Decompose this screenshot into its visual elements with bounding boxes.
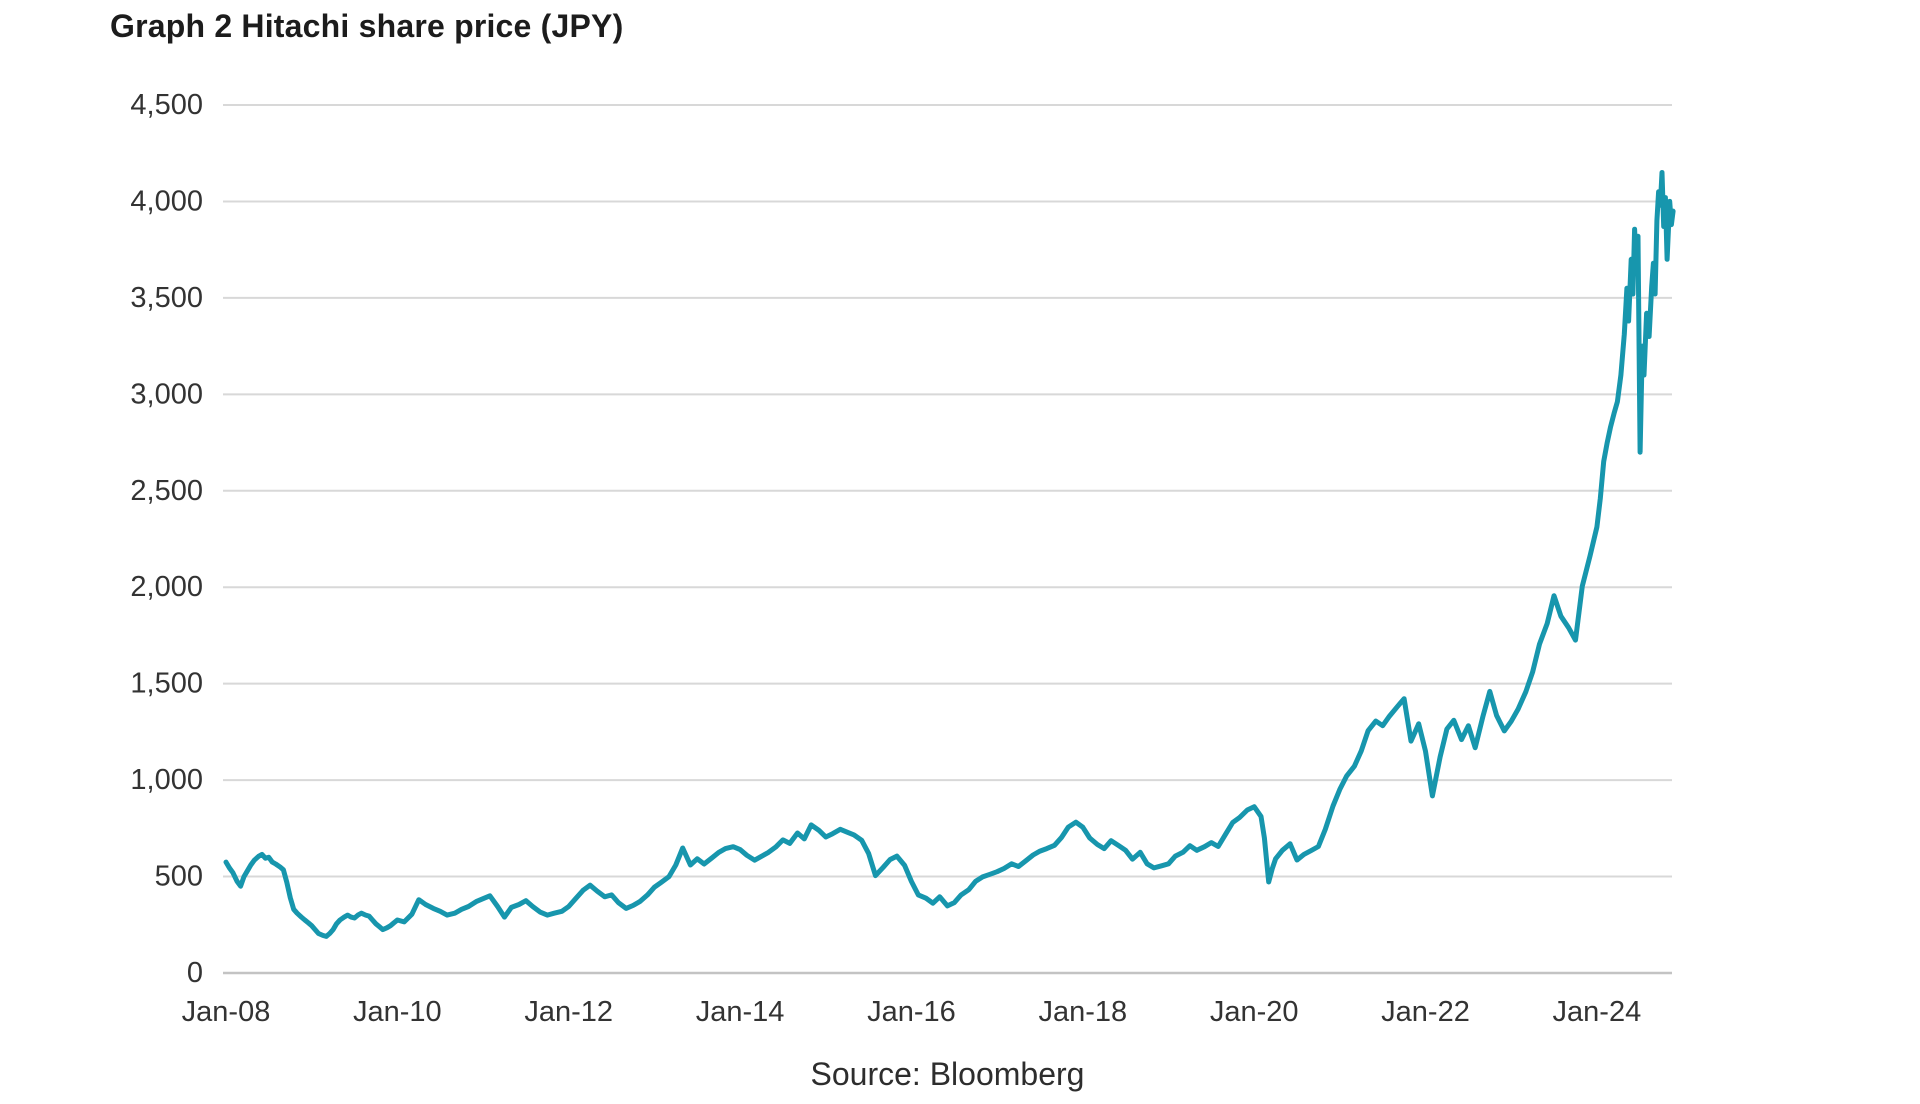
- y-tick-label: 1,000: [130, 764, 203, 796]
- y-tick-label: 3,500: [130, 282, 203, 314]
- x-tick-label: Jan-20: [1210, 996, 1299, 1028]
- x-tick-label: Jan-18: [1038, 996, 1127, 1028]
- x-tick-label: Jan-24: [1553, 996, 1642, 1028]
- y-tick-label: 3,000: [130, 378, 203, 410]
- x-tick-label: Jan-16: [867, 996, 956, 1028]
- share-price-line: [223, 170, 1676, 939]
- x-tick-label: Jan-10: [353, 996, 442, 1028]
- y-tick-label: 2,000: [130, 571, 203, 603]
- y-tick-label: 0: [187, 957, 203, 989]
- x-tick-label: Jan-14: [696, 996, 785, 1028]
- x-tick-label: Jan-12: [524, 996, 613, 1028]
- source-caption: Source: Bloomberg: [810, 1056, 1085, 1092]
- y-tick-label: 4,000: [130, 185, 203, 217]
- x-tick-label: Jan-22: [1381, 996, 1470, 1028]
- y-tick-label: 2,500: [130, 475, 203, 507]
- y-tick-label: 500: [155, 861, 203, 893]
- y-tick-label: 1,500: [130, 668, 203, 700]
- y-tick-label: 4,500: [130, 89, 203, 121]
- chart-title: Graph 2 Hitachi share price (JPY): [110, 8, 624, 44]
- x-tick-label: Jan-08: [182, 996, 271, 1028]
